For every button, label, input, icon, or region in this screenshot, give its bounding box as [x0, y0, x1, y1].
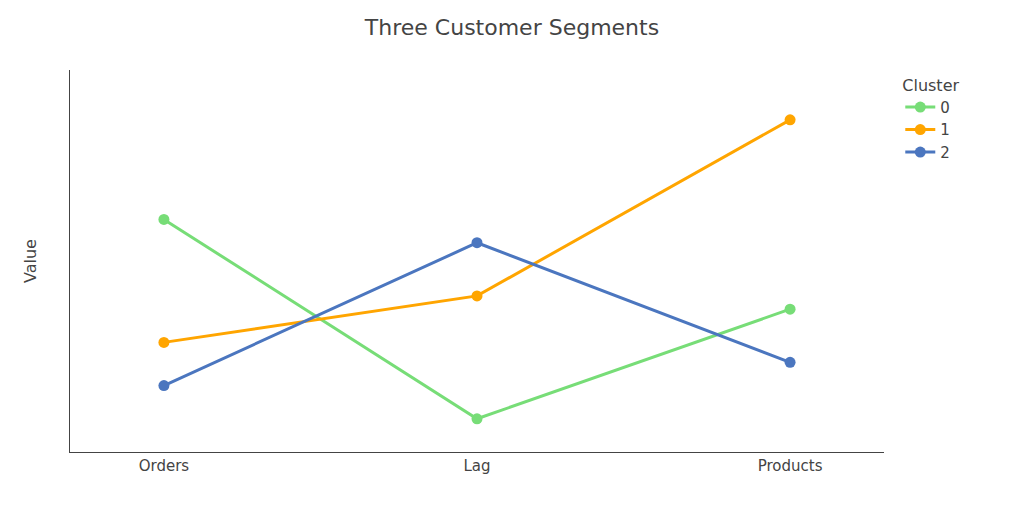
svg-text:Lag: Lag: [463, 457, 490, 475]
svg-text:Orders: Orders: [139, 457, 190, 475]
svg-text:Cluster: Cluster: [902, 76, 959, 95]
svg-text:2: 2: [940, 144, 950, 162]
svg-text:Value: Value: [21, 239, 40, 283]
svg-text:0: 0: [940, 99, 950, 117]
svg-text:Three Customer Segments: Three Customer Segments: [364, 15, 659, 40]
svg-text:Products: Products: [758, 457, 823, 475]
svg-text:1: 1: [940, 121, 950, 139]
